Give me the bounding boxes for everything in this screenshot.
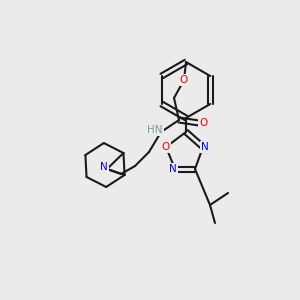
Text: O: O	[162, 142, 170, 152]
Text: N: N	[169, 164, 177, 174]
Text: N: N	[201, 142, 209, 152]
Text: O: O	[180, 75, 188, 85]
Text: O: O	[199, 118, 207, 128]
Text: N: N	[100, 162, 108, 172]
Text: HN: HN	[147, 125, 163, 135]
